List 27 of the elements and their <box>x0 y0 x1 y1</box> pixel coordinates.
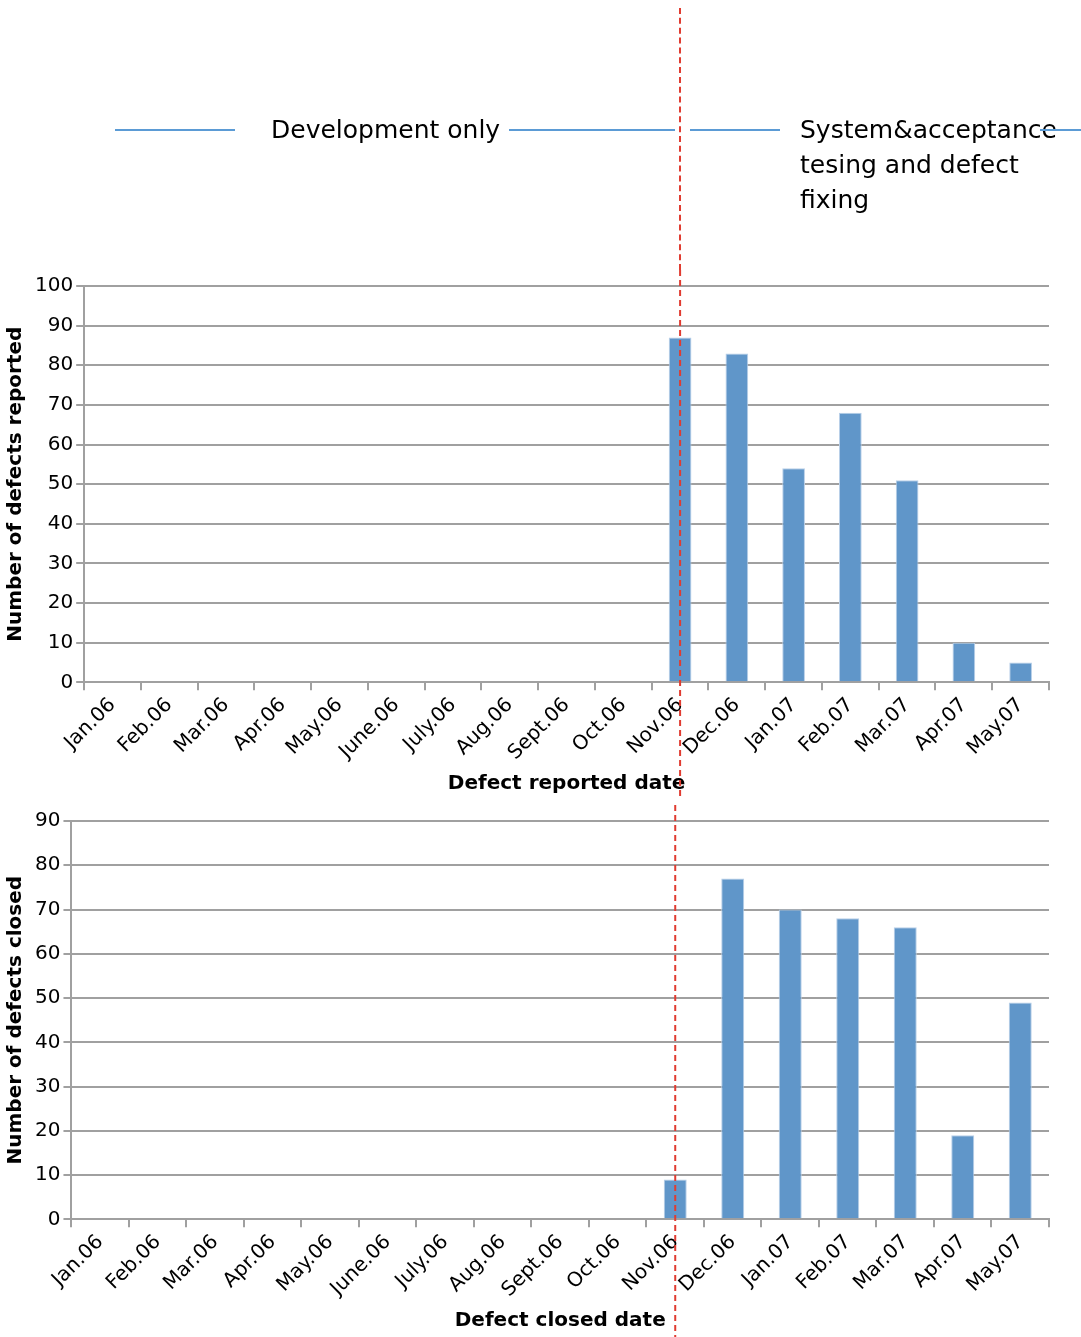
x-axis-title: Defect reported date <box>447 770 686 795</box>
y-tick-label: 100 <box>34 272 74 297</box>
y-tick-label: 0 <box>60 668 74 693</box>
y-tick-label: 80 <box>35 851 61 876</box>
y-axis-title: Number of defects closed <box>2 875 27 1165</box>
text: Development only <box>271 114 502 146</box>
y-tick-label: 70 <box>35 895 61 920</box>
y-tick-label: 10 <box>35 1161 61 1186</box>
y-tick-label: 60 <box>35 939 61 964</box>
y-tick-label: 90 <box>47 311 74 336</box>
y-tick-label: 50 <box>35 984 61 1009</box>
y-tick-label: 40 <box>47 510 74 535</box>
y-tick-label: 30 <box>47 549 74 574</box>
y-tick-label: 90 <box>35 807 61 832</box>
y-tick-label: 0 <box>47 1205 61 1230</box>
text: System&acceptance tesing and defect fixing <box>800 114 1057 216</box>
x-axis-title: Defect closed date <box>454 1307 666 1332</box>
y-tick-label: 20 <box>35 1117 61 1142</box>
y-tick-label: 10 <box>47 628 74 653</box>
y-tick-label: 80 <box>47 351 74 376</box>
y-tick-label: 30 <box>35 1072 61 1097</box>
y-tick-label: 70 <box>47 391 74 416</box>
y-tick-label: 50 <box>47 470 74 495</box>
y-tick-label: 60 <box>47 430 74 455</box>
y-tick-label: 20 <box>47 589 74 614</box>
y-axis-title: Number of defects reported <box>2 326 27 642</box>
y-tick-label: 40 <box>35 1028 61 1053</box>
